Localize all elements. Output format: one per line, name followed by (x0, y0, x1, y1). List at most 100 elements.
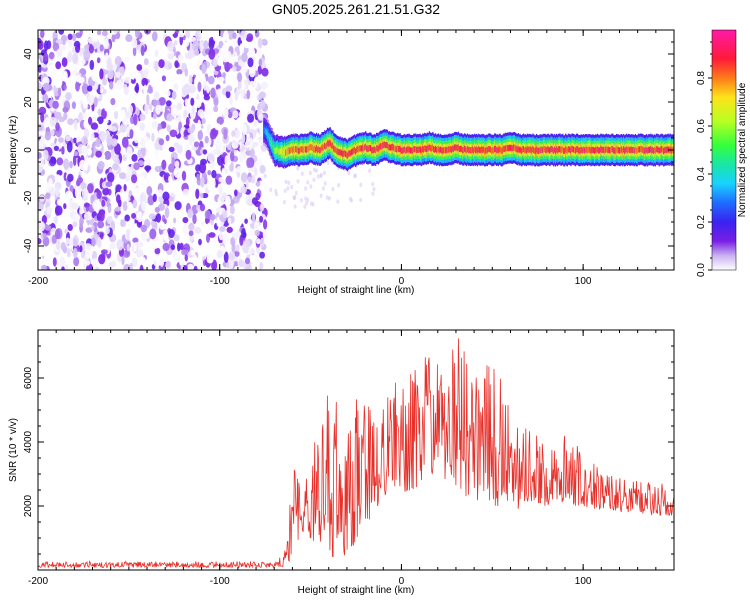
noise-speckle (296, 179, 300, 184)
noise-speckle (193, 141, 200, 148)
noise-speckle (56, 157, 64, 166)
signal-cell (648, 146, 650, 153)
noise-speckle (216, 88, 222, 98)
noise-speckle (146, 186, 153, 196)
signal-cell (632, 147, 634, 154)
noise-speckle (234, 129, 241, 139)
noise-speckle (131, 257, 138, 268)
noise-speckle (136, 211, 143, 223)
noise-speckle (246, 157, 252, 168)
noise-speckle (177, 187, 181, 195)
noise-speckle (107, 124, 113, 131)
signal-cell (375, 147, 377, 154)
signal-cell (550, 146, 552, 153)
noise-speckle (198, 162, 207, 174)
noise-speckle (191, 105, 195, 115)
signal-cell (434, 146, 436, 153)
noise-speckle (190, 250, 196, 256)
signal-cell (306, 146, 308, 153)
signal-cell (479, 147, 481, 154)
signal-cell (456, 145, 459, 152)
noise-speckle (65, 237, 70, 245)
signal-cell (596, 146, 598, 153)
noise-speckle (126, 243, 130, 252)
signal-cell (562, 146, 564, 153)
noise-speckle (144, 103, 149, 115)
noise-speckle (123, 263, 131, 270)
signal-cell (395, 145, 397, 152)
noise-speckle (146, 50, 152, 57)
colorbar-tick-label: 0.2 (696, 215, 707, 229)
noise-speckle (154, 49, 159, 58)
noise-speckle (140, 137, 146, 149)
signal-cell (303, 146, 305, 153)
noise-speckle (253, 120, 258, 127)
noise-speckle (83, 212, 92, 221)
signal-cell (497, 147, 499, 154)
noise-speckle (131, 243, 137, 253)
noise-speckle (190, 97, 195, 106)
signal-cell (522, 146, 524, 153)
noise-speckle (359, 182, 363, 188)
signal-cell (612, 146, 614, 153)
signal-band (263, 114, 674, 172)
noise-speckle (257, 65, 263, 75)
noise-speckle (167, 53, 175, 60)
signal-cell (525, 147, 528, 154)
noise-speckle (207, 75, 215, 85)
noise-speckle (133, 187, 140, 198)
noise-speckle (80, 144, 88, 154)
noise-speckle (64, 264, 69, 270)
noise-speckle (152, 31, 158, 42)
noise-speckle (107, 204, 112, 214)
signal-cell (584, 147, 586, 154)
noise-speckle (80, 252, 86, 259)
noise-speckle (255, 158, 263, 168)
noise-speckle (260, 237, 265, 248)
x-tick-label: 100 (575, 576, 592, 587)
noise-speckle (133, 113, 138, 126)
signal-cell (620, 146, 622, 153)
noise-speckle (168, 30, 175, 35)
noise-speckle (199, 41, 204, 53)
snr-y-ticks: 2000 4000 6000 (23, 329, 674, 571)
signal-cell (423, 146, 425, 153)
noise-speckle (82, 221, 88, 229)
noise-speckle (50, 128, 55, 137)
noise-speckle (216, 216, 220, 227)
signal-cell (553, 147, 555, 154)
noise-speckle (231, 140, 239, 149)
noise-speckle (96, 237, 102, 248)
noise-speckle (299, 198, 303, 203)
noise-speckle (193, 49, 200, 57)
noise-speckle (197, 81, 202, 93)
signal-cell (621, 146, 623, 153)
signal-cell (467, 146, 469, 154)
noise-speckle (244, 138, 251, 148)
noise-speckle (251, 197, 258, 205)
noise-speckle (53, 216, 59, 225)
noise-speckle (158, 138, 165, 146)
signal-cell (520, 147, 522, 154)
signal-cell (416, 146, 418, 154)
signal-cell (572, 146, 574, 153)
signal-cell (424, 145, 426, 152)
signal-cell (355, 148, 357, 155)
noise-speckle (300, 171, 304, 176)
noise-speckle (139, 175, 145, 185)
signal-cell (517, 145, 519, 152)
noise-speckle (97, 160, 105, 170)
noise-speckle (230, 237, 236, 246)
noise-speckle (174, 201, 182, 211)
signal-cell (292, 147, 294, 154)
signal-cell (344, 150, 346, 157)
signal-cell (653, 147, 655, 154)
noise-speckle (197, 109, 205, 118)
signal-cell (560, 147, 562, 154)
signal-cell (411, 147, 413, 154)
noise-speckle (202, 149, 208, 155)
signal-cell (385, 142, 387, 149)
noise-speckle (155, 104, 161, 115)
noise-speckle (119, 123, 127, 134)
noise-speckle (247, 248, 256, 255)
